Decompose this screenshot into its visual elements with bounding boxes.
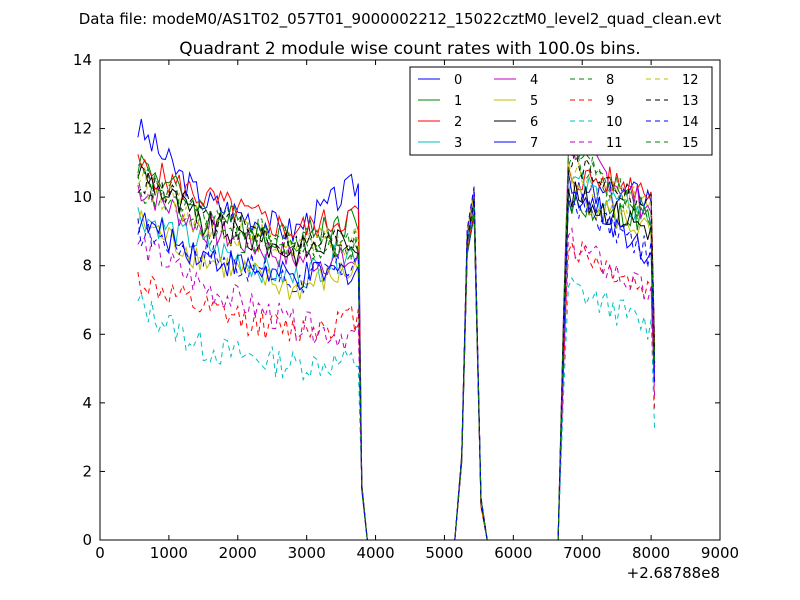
x-tick-label: 9000 xyxy=(701,544,739,562)
legend-label-1: 1 xyxy=(454,94,462,109)
legend-box xyxy=(409,66,713,156)
legend-label-5: 5 xyxy=(530,94,538,109)
legend-label-8: 8 xyxy=(606,73,614,88)
plot-area-frame xyxy=(99,59,721,541)
y-tick-label: 6 xyxy=(82,325,92,343)
legend-label-13: 13 xyxy=(682,94,699,109)
legend-label-9: 9 xyxy=(606,94,614,109)
chart-suptitle: Data file: modeM0/AS1T02_057T01_90000022… xyxy=(79,10,722,29)
legend-label-12: 12 xyxy=(682,73,699,88)
legend-label-11: 11 xyxy=(606,136,623,151)
x-tick-label: 8000 xyxy=(632,544,670,562)
y-tick-label: 4 xyxy=(82,394,92,412)
legend-label-7: 7 xyxy=(530,136,538,151)
legend-label-0: 0 xyxy=(454,73,462,88)
legend-label-10: 10 xyxy=(606,115,623,130)
x-tick-label: 3000 xyxy=(288,544,326,562)
series-line-2 xyxy=(137,154,656,541)
legend-label-4: 4 xyxy=(530,73,538,88)
x-axis: 0 1000 2000 3000 4000 5000 6000 7000 8000 9000 xyxy=(95,60,739,562)
series-line-0 xyxy=(137,118,656,541)
series-line-8 xyxy=(137,146,656,541)
legend-label-2: 2 xyxy=(454,115,462,130)
legend-label-15: 15 xyxy=(682,136,699,151)
x-tick-label: 2000 xyxy=(219,544,257,562)
x-tick-label: 0 xyxy=(95,544,105,562)
series-line-14 xyxy=(137,186,656,541)
legend-label-14: 14 xyxy=(682,115,699,130)
y-tick-label: 14 xyxy=(73,51,92,69)
y-tick-label: 2 xyxy=(82,462,92,480)
legend-label-6: 6 xyxy=(530,115,538,130)
x-tick-label: 6000 xyxy=(494,544,532,562)
series-line-3 xyxy=(137,170,656,541)
plot-series-layer xyxy=(137,118,656,541)
x-tick-label: 5000 xyxy=(425,544,463,562)
series-line-13 xyxy=(137,149,656,541)
y-tick-label: 0 xyxy=(82,531,92,549)
series-line-15 xyxy=(137,150,656,541)
x-tick-label: 1000 xyxy=(150,544,188,562)
legend-label-3: 3 xyxy=(454,136,462,151)
x-tick-label: 7000 xyxy=(563,544,601,562)
series-line-6 xyxy=(137,165,656,541)
series-line-11 xyxy=(137,187,656,541)
series-line-9 xyxy=(137,211,656,541)
y-tick-label: 12 xyxy=(73,120,92,138)
series-line-10 xyxy=(137,199,656,541)
y-tick-label: 10 xyxy=(73,188,92,206)
series-line-7 xyxy=(137,172,656,541)
x-tick-label: 4000 xyxy=(356,544,394,562)
y-tick-label: 8 xyxy=(82,257,92,275)
x-axis-offset-label: +2.68788e8 xyxy=(627,564,720,582)
series-line-12 xyxy=(137,157,656,541)
chart-title: Quadrant 2 module wise count rates with … xyxy=(179,39,640,59)
